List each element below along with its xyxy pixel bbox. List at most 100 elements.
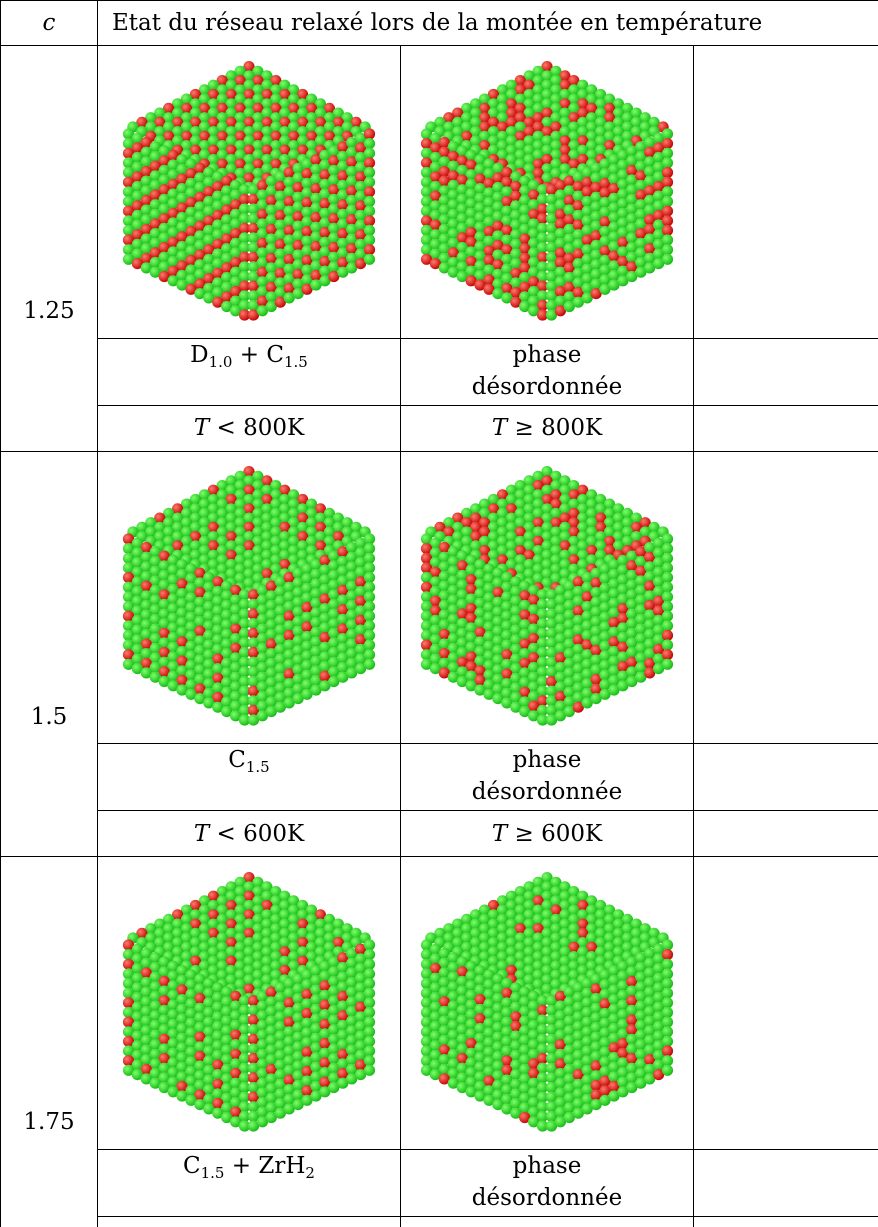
atom — [301, 1007, 313, 1019]
atom — [288, 913, 300, 925]
atom — [532, 149, 544, 161]
atom — [292, 1098, 304, 1110]
atom — [563, 1073, 575, 1085]
atom — [194, 596, 206, 609]
atom — [653, 643, 665, 656]
atom — [328, 656, 340, 669]
atom — [550, 93, 562, 105]
atom — [185, 187, 197, 199]
atom — [265, 1015, 277, 1027]
atom — [456, 232, 468, 244]
atom — [355, 576, 367, 588]
atom — [661, 224, 674, 236]
atom — [346, 1005, 358, 1017]
atom — [230, 990, 242, 1002]
atom — [599, 640, 611, 652]
atom — [550, 895, 562, 907]
atom — [501, 1025, 513, 1038]
atom — [221, 696, 233, 708]
atom — [554, 1086, 566, 1099]
atom — [140, 986, 152, 998]
atom — [149, 671, 161, 684]
atom — [283, 1035, 295, 1047]
atom — [149, 1000, 161, 1012]
atom — [559, 125, 571, 137]
atom — [599, 167, 611, 179]
atom — [474, 221, 486, 233]
atom — [528, 681, 540, 693]
atom — [265, 648, 277, 660]
atom — [305, 922, 318, 935]
atom — [243, 522, 255, 534]
atom — [514, 158, 526, 170]
atom — [221, 628, 233, 641]
atom — [487, 125, 499, 137]
atom — [465, 960, 477, 972]
atom — [474, 974, 486, 986]
atom — [301, 563, 313, 575]
atom — [541, 890, 553, 902]
atom — [167, 159, 179, 171]
atom — [519, 184, 531, 197]
atom — [626, 1023, 638, 1035]
atom — [595, 494, 607, 506]
atom — [563, 1053, 575, 1065]
atom — [483, 631, 495, 643]
atom — [563, 657, 575, 670]
atom — [532, 102, 544, 114]
atom — [483, 1036, 495, 1048]
c-spacer — [0, 810, 98, 857]
atom — [252, 904, 264, 916]
atom — [292, 992, 304, 1004]
atom — [653, 1059, 665, 1071]
atom — [456, 956, 468, 968]
atom — [635, 971, 647, 983]
atom — [189, 531, 201, 543]
atom — [661, 968, 674, 980]
atom — [310, 221, 322, 233]
atom — [608, 259, 620, 272]
atom — [505, 484, 517, 497]
atom — [230, 227, 242, 239]
atom — [301, 283, 313, 295]
atom — [225, 503, 237, 515]
atom — [626, 241, 638, 253]
atom — [189, 918, 201, 930]
atom — [474, 279, 486, 291]
atom — [243, 559, 255, 571]
atom — [319, 960, 331, 972]
atom — [176, 597, 188, 610]
atom — [545, 241, 558, 253]
atom — [644, 1063, 656, 1075]
atom — [612, 107, 624, 119]
atom — [581, 1103, 593, 1115]
atom — [225, 899, 237, 911]
atom — [568, 885, 580, 897]
atom — [581, 205, 593, 217]
atom — [212, 286, 224, 298]
atom — [243, 97, 255, 110]
atom — [319, 1056, 331, 1069]
atom — [528, 1009, 540, 1022]
atom — [599, 1007, 611, 1019]
atom — [644, 571, 656, 583]
atom — [492, 1002, 504, 1014]
atom — [198, 517, 210, 529]
atom — [288, 508, 300, 520]
atom — [194, 673, 206, 686]
atom — [140, 947, 152, 959]
atom — [176, 974, 188, 986]
atom — [279, 908, 291, 921]
atom — [279, 484, 291, 497]
atom — [363, 147, 376, 159]
atom — [221, 1053, 233, 1065]
atom — [261, 484, 273, 497]
atom — [301, 573, 313, 585]
atom — [661, 137, 674, 149]
atom — [131, 132, 143, 144]
atom — [185, 631, 197, 643]
atom — [265, 242, 277, 254]
atom — [355, 248, 367, 260]
atom — [194, 1098, 206, 1110]
atom — [483, 1094, 495, 1106]
